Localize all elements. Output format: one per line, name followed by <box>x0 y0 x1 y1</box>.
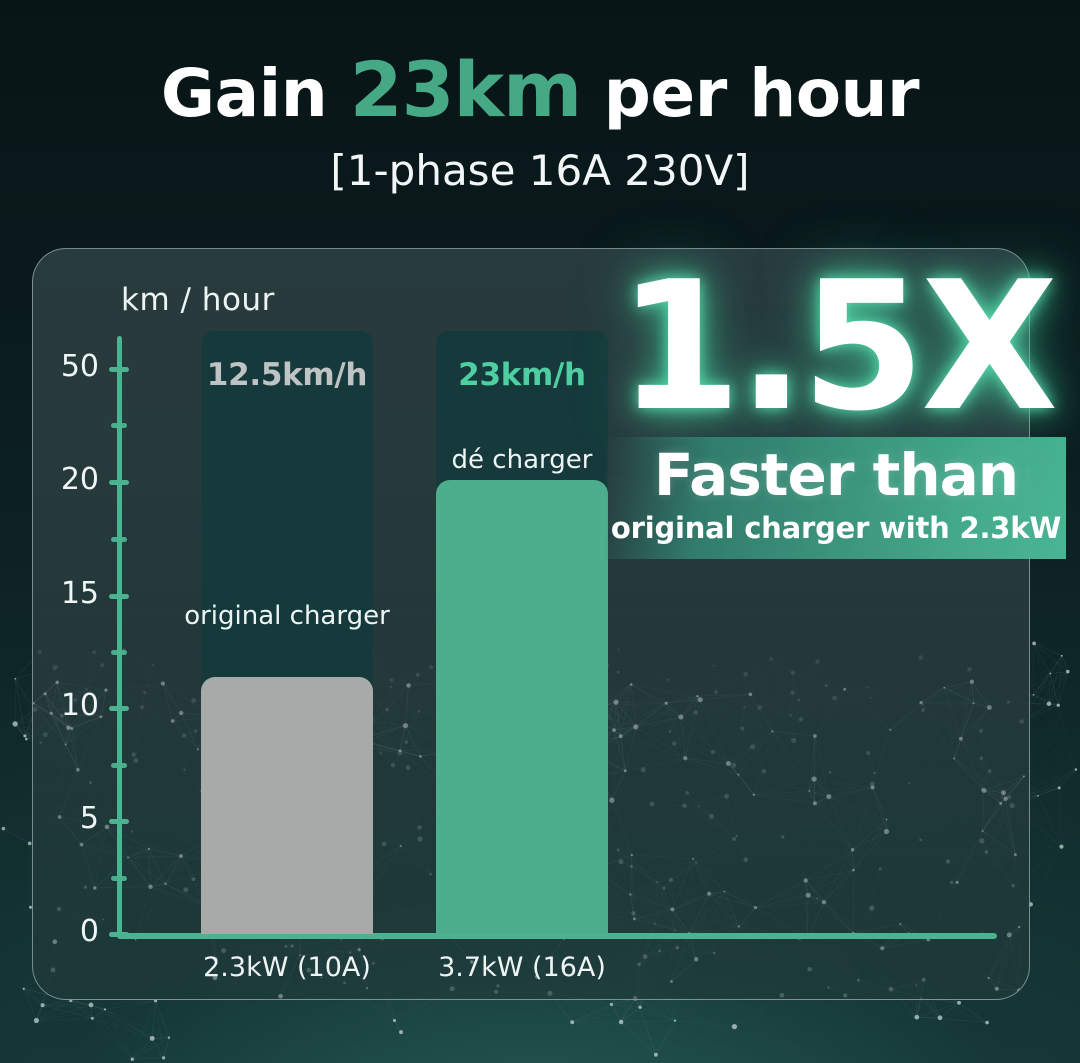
y-tick-minor <box>111 650 127 655</box>
bar-fill[interactable] <box>436 480 608 934</box>
y-tick-major <box>109 706 129 711</box>
y-axis-title: km / hour <box>121 282 275 318</box>
bar-value-label: 12.5km/h <box>206 357 368 393</box>
y-tick-minor <box>111 876 127 881</box>
headline-primary: Gain 23km per hour <box>0 52 1080 128</box>
y-tick-minor <box>111 763 127 768</box>
y-tick-label: 20 <box>60 462 99 497</box>
headline-suffix: per hour <box>581 55 920 132</box>
y-tick-label: 0 <box>79 914 99 949</box>
headline-prefix: Gain <box>160 55 350 132</box>
y-tick-major <box>109 932 129 937</box>
multiplier-text: 1.5X <box>617 243 1059 450</box>
headline-accent-value: 23km <box>349 45 582 134</box>
callout-line-1: Faster than <box>653 441 1019 510</box>
y-tick-label: 15 <box>60 576 99 611</box>
x-axis-label: 3.7kW (16A) <box>438 952 606 983</box>
y-tick-minor <box>111 423 127 428</box>
bar-series-label: dé charger <box>451 445 593 475</box>
chart-card: km / hour 50 20 15 10 5 0 12.5km/h original ch… <box>32 248 1030 1000</box>
bar-value-label: 23km/h <box>458 357 586 393</box>
headline-block: Gain 23km per hour [1-phase 16A 230V] <box>0 52 1080 196</box>
y-tick-major <box>109 367 129 372</box>
speed-callout: 1.5X Faster than original charger with 2… <box>606 243 1066 560</box>
y-tick-major <box>109 594 129 599</box>
callout-line-2: original charger with 2.3kW <box>610 511 1062 546</box>
y-tick-label: 5 <box>79 801 99 836</box>
y-tick-major <box>109 480 129 485</box>
y-tick-minor <box>111 537 127 542</box>
bar-series-label: original charger <box>184 601 390 631</box>
y-tick-major <box>109 819 129 824</box>
x-axis-line <box>117 933 997 939</box>
x-axis-label: 2.3kW (10A) <box>203 952 371 983</box>
callout-band: Faster than original charger with 2.3kW <box>606 437 1066 560</box>
headline-subtitle: [1-phase 16A 230V] <box>330 146 750 195</box>
y-tick-label: 10 <box>60 688 99 723</box>
bar-chart: km / hour 50 20 15 10 5 0 12.5km/h original ch… <box>33 249 1029 999</box>
y-axis-line <box>117 336 122 936</box>
y-tick-label: 50 <box>60 349 99 384</box>
bar-fill[interactable] <box>201 677 373 934</box>
